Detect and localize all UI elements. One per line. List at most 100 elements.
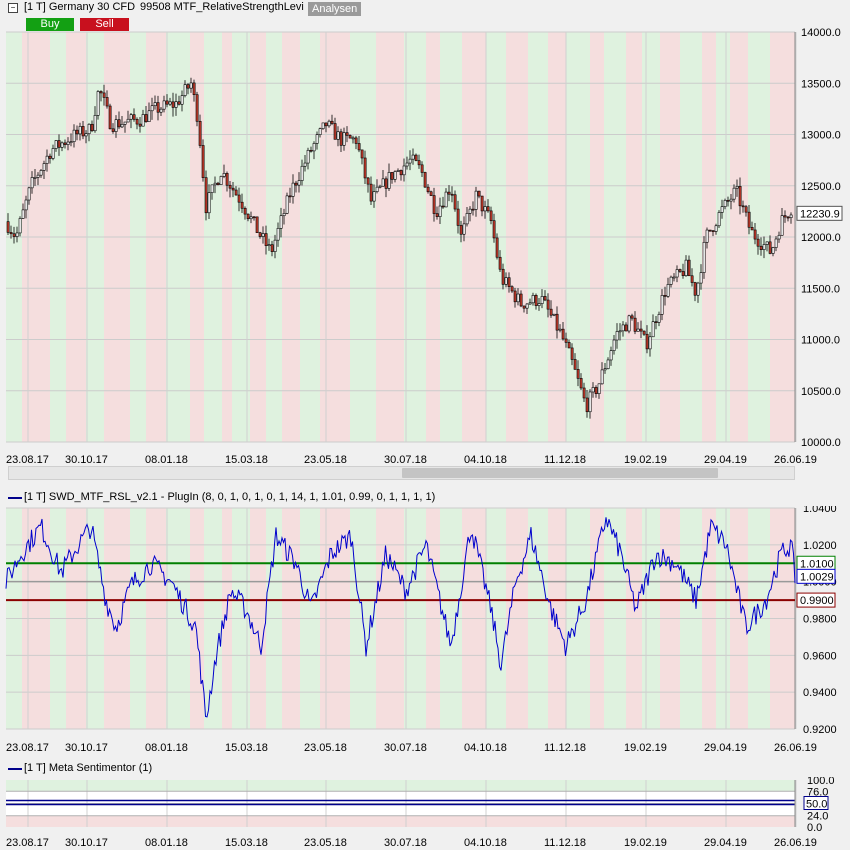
indicator-name: 99508 MTF_RelativeStrengthLevi [140, 1, 304, 13]
bear-candle [288, 195, 292, 198]
bull-candle [504, 277, 508, 285]
bear-candle [228, 184, 232, 189]
bull-candle [597, 383, 601, 394]
price-tick-label: 13000.0 [801, 130, 841, 142]
rsl-tick-label: 0.9800 [803, 614, 837, 626]
bull-candle [54, 140, 58, 149]
bull-candle [168, 101, 172, 105]
date-tick-label: 19.02.19 [624, 742, 667, 754]
bull-candle [30, 177, 34, 189]
bull-candle [318, 128, 322, 135]
bull-candle [621, 324, 625, 332]
bull-candle [648, 336, 652, 350]
bull-candle [762, 244, 766, 250]
bear-candle [198, 120, 202, 146]
bull-candle [729, 198, 733, 202]
sentiment-chart[interactable]: 100.076.050.024.00.050.023.08.1730.10.17… [0, 777, 850, 850]
bear-candle [108, 105, 112, 130]
bull-candle [180, 95, 184, 105]
sell-button[interactable]: Sell [80, 18, 129, 31]
bull-candle [120, 124, 124, 128]
bull-candle [372, 191, 376, 202]
bear-candle [186, 84, 190, 89]
bull-candle [714, 225, 718, 232]
bear-candle [450, 193, 454, 196]
bear-candle [585, 397, 589, 413]
chart-scrollbar[interactable] [8, 466, 795, 480]
bull-candle [666, 284, 670, 297]
date-tick-label: 08.01.18 [145, 837, 188, 849]
rsl-title: [1 T] SWD_MTF_RSL_v2.1 - PlugIn (8, 0, 1… [24, 491, 436, 503]
bull-candle [24, 199, 28, 211]
bear-candle [333, 123, 337, 140]
bull-candle [588, 391, 592, 413]
bull-candle [609, 350, 613, 361]
bear-candle [243, 207, 247, 215]
date-tick-label: 11.12.18 [544, 742, 586, 754]
price-tick-label: 10500.0 [801, 386, 841, 398]
bear-candle [75, 129, 79, 135]
bull-candle [129, 114, 133, 120]
bear-candle [348, 135, 352, 139]
bear-candle [216, 182, 220, 185]
bull-candle [297, 180, 301, 186]
bear-candle [171, 101, 175, 108]
sentiment-bear-zone [6, 815, 795, 827]
date-tick-label: 04.10.18 [464, 837, 507, 849]
bull-candle [219, 176, 223, 185]
bull-candle [312, 143, 316, 152]
bear-candle [252, 216, 256, 219]
bear-candle [519, 293, 523, 307]
bear-candle [453, 194, 457, 210]
bear-candle [117, 119, 121, 128]
bear-candle [12, 233, 16, 237]
bull-candle [411, 154, 415, 160]
bear-candle [768, 241, 772, 254]
bull-candle [351, 137, 355, 140]
bear-candle [6, 221, 10, 233]
bear-candle [567, 342, 571, 349]
sentiment-tick-label: 76.0 [807, 786, 828, 798]
bull-candle [15, 232, 19, 237]
date-tick-label: 11.12.18 [544, 837, 586, 849]
collapse-main-pane-button[interactable]: − [8, 3, 18, 13]
rsl-pane-header: [1 T] SWD_MTF_RSL_v2.1 - PlugIn (8, 0, 1… [0, 490, 850, 506]
rsl-lower-tag: 0.9900 [800, 595, 834, 607]
bear-candle [480, 195, 484, 212]
date-tick-label: 23.05.18 [304, 454, 347, 466]
bull-candle [321, 122, 325, 129]
date-tick-label: 26.06.19 [774, 742, 817, 754]
bear-candle [192, 82, 196, 95]
bull-candle [606, 359, 610, 369]
bull-candle [699, 272, 703, 284]
rsl-chart[interactable]: 1.04001.02001.00000.98000.96000.94000.92… [0, 506, 850, 756]
buy-button[interactable]: Buy [26, 18, 74, 31]
date-tick-label: 04.10.18 [464, 742, 507, 754]
bull-candle [705, 229, 709, 243]
bear-candle [345, 132, 349, 136]
bear-candle [432, 195, 436, 214]
price-chart[interactable]: 14000.0 13500.0 13000.0 12500.0 12000.0 11500… [0, 0, 850, 466]
bear-candle [564, 338, 568, 343]
date-tick-label: 11.12.18 [544, 454, 586, 466]
bear-candle [99, 91, 103, 94]
bear-candle [102, 92, 106, 98]
analysen-button[interactable]: Analysen [308, 2, 362, 16]
bull-candle [684, 259, 688, 276]
bull-candle [249, 216, 253, 220]
bear-candle [582, 387, 586, 399]
bear-candle [360, 149, 364, 159]
sentiment-tick-label: 100.0 [807, 777, 835, 787]
bull-candle [618, 330, 622, 333]
price-tick-label: 10000.0 [801, 437, 841, 449]
bear-candle [579, 378, 583, 389]
date-tick-label: 15.03.18 [225, 742, 268, 754]
scrollbar-thumb[interactable] [402, 468, 718, 478]
bull-candle [222, 173, 226, 177]
bull-candle [717, 212, 721, 227]
bear-candle [459, 225, 463, 235]
bull-candle [183, 84, 187, 96]
bear-candle [726, 200, 730, 202]
bear-candle [534, 295, 538, 306]
bear-candle [354, 137, 358, 144]
